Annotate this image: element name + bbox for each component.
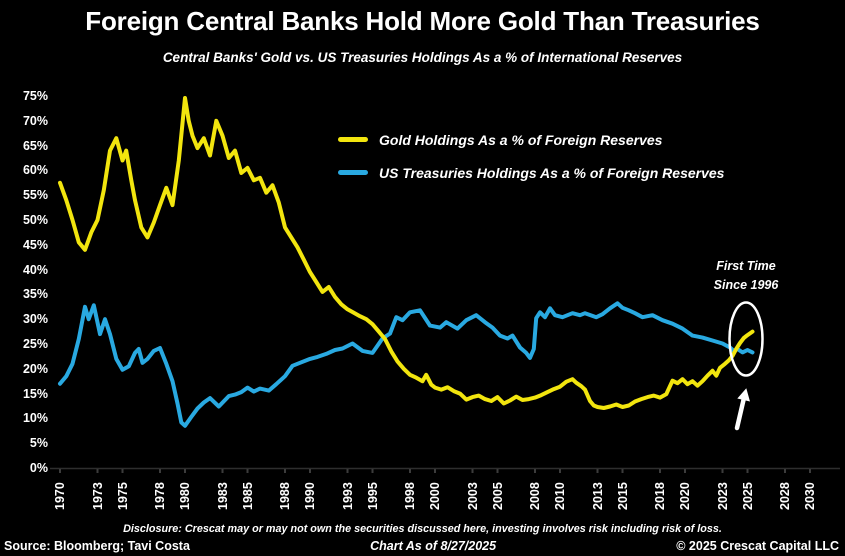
x-tick-label: 2025 [740,482,755,510]
footer: Source: Bloomberg; Tavi Costa Chart As o… [4,539,839,553]
x-tick-label: 1988 [278,482,292,510]
as-of-text: Chart As of 8/27/2025 [370,539,497,553]
x-tick-label: 1990 [303,482,317,510]
x-tick-label: 2000 [428,482,442,510]
copyright-text: © 2025 Crescat Capital LLC [676,539,839,553]
y-tick-label: 55% [22,188,48,203]
legend: Gold Holdings As a % of Foreign Reserves… [338,123,724,189]
x-tick-label: 2005 [490,482,505,510]
y-tick-label: 25% [22,337,48,351]
gold-line [58,96,755,410]
annotation-arrow-head [737,388,750,402]
x-tick-label: 2023 [715,482,730,510]
disclosure-text: Disclosure: Crescat may or may not own t… [123,523,722,535]
treasuries-line-swatch [338,170,368,175]
chart-subtitle: Central Banks' Gold vs. US Treasuries Ho… [162,50,683,65]
x-tick-label: 1975 [115,482,130,510]
x-tick-label: 1983 [215,482,230,510]
annotation-line-1: First Time [716,259,776,273]
x-tick-label: 1973 [90,482,105,510]
annotation-line-2: Since 1996 [713,278,779,292]
y-tick-label: 40% [22,262,48,277]
x-tick-label: 1993 [340,482,355,510]
y-tick-label: 20% [22,361,48,376]
chart-title: Foreign Central Banks Hold More Gold Tha… [85,6,760,36]
legend-label-gold: Gold Holdings As a % of Foreign Reserves [379,131,663,148]
x-tick-label: 2013 [590,482,605,510]
x-tick-label: 2003 [465,482,480,510]
y-tick-label: 75% [22,89,48,103]
highlight-ellipse [728,301,764,377]
annotation-arrow-shaft [734,397,746,431]
legend-item-gold: Gold Holdings As a % of Foreign Reserves [338,123,724,156]
x-tick-label: 2010 [553,482,567,510]
y-tick-label: 15% [22,386,48,401]
x-tick-label: 1998 [403,482,417,510]
legend-item-treasuries: US Treasuries Holdings As a % of Foreign… [338,156,724,189]
x-tick-label: 2008 [528,482,542,510]
x-tick-label: 1980 [178,482,192,510]
y-tick-label: 10% [22,411,48,426]
x-tick-label: 2018 [653,482,667,510]
x-tick-label: 1985 [240,482,255,510]
y-tick-label: 30% [22,312,48,327]
x-tick-label: 1978 [153,482,167,510]
x-tick-label: 2028 [778,482,792,510]
y-tick-label: 50% [22,213,48,227]
y-tick-label: 0% [29,461,48,475]
x-tick-label: 2020 [678,482,692,510]
x-tick-label: 1970 [53,482,67,510]
x-tick-label: 2030 [803,482,817,510]
y-tick-label: 65% [22,138,48,153]
x-tick-label: 2015 [615,482,630,510]
y-tick-label: 5% [29,436,48,451]
source-text: Source: Bloomberg; Tavi Costa [4,539,190,553]
gold-line-swatch [338,137,368,142]
annotation-first-time-since-1996: First Time Since 1996 [698,257,794,295]
y-tick-label: 70% [22,113,48,128]
y-tick-label: 45% [22,237,48,252]
legend-label-treasuries: US Treasuries Holdings As a % of Foreign… [379,164,725,181]
y-tick-label: 35% [22,287,48,302]
x-tick-label: 1995 [365,482,380,510]
y-tick-label: 60% [22,163,48,178]
treasuries-line [58,301,755,428]
